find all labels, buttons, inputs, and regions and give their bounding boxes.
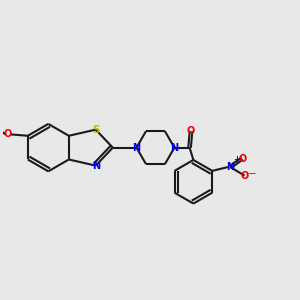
Text: −: − xyxy=(248,169,256,179)
Text: O: O xyxy=(4,129,12,140)
Text: N: N xyxy=(92,160,100,171)
Text: N: N xyxy=(226,162,234,172)
Text: S: S xyxy=(92,124,100,135)
Text: +: + xyxy=(233,154,240,164)
Text: O: O xyxy=(240,171,249,181)
Text: O: O xyxy=(238,154,246,164)
Text: N: N xyxy=(170,142,178,153)
Text: O: O xyxy=(187,126,195,136)
Text: N: N xyxy=(132,142,141,153)
